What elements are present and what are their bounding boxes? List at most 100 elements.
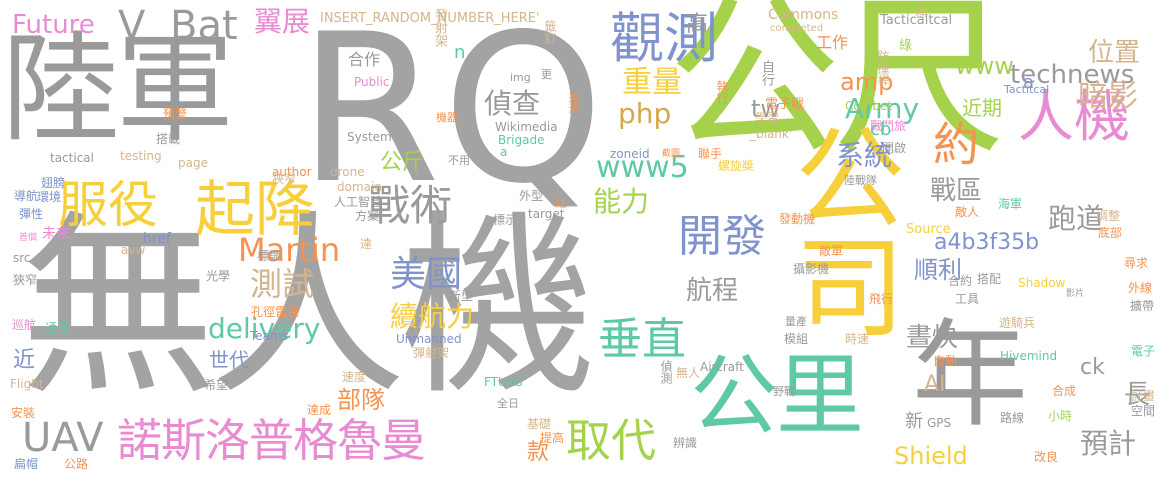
word-117: 外型 [519,189,544,203]
word-3: 無人機 [20,194,596,422]
word-30: Army [845,92,920,125]
word-55: tw [751,95,781,123]
word-140: 提高 [540,431,565,445]
word-165: 彈性 [19,207,44,221]
word-125: 合約 [948,274,973,288]
word-29: amp [840,68,894,96]
word-48: 預計 [1080,427,1137,460]
word-114: drone [330,165,365,179]
word-146: Unmanned [396,332,462,346]
word-103: GPS [927,416,952,430]
word-87: 敵人 [955,205,980,219]
word-92: 擴帶 [1130,299,1155,313]
word-83: 陸戰隊 [844,174,877,187]
word-75: 學習 [755,111,780,125]
word-21: 續航力 [390,300,475,333]
word-84: 截圖 [662,149,681,159]
word-31: 重量 [622,65,682,100]
word-133: 自動 [933,354,958,368]
word-163: 首個 [19,233,38,243]
word-5: 公里 [690,344,864,447]
word-12: 取代 [566,414,657,467]
word-58: 近期 [962,96,1002,120]
word-116: 人工智慧 [334,195,383,209]
word-38: www [955,52,1014,80]
word-34: 公斤 [380,150,425,175]
word-69: 籤訂 [543,20,557,44]
word-86: 海軍 [998,197,1023,211]
word-16: Martin [238,231,341,269]
word-78: 戰鬥旅 [870,119,907,133]
word-120: 標示 [493,213,518,227]
word-105: 更 [541,68,552,81]
word-7: 諾斯洛普格魯曼 [117,414,426,467]
word-170: testing [120,149,162,163]
word-25: V [118,3,146,49]
word-17: 美國 [390,254,463,295]
word-20: delivery [208,312,321,345]
word-151: 光學 [206,269,231,283]
word-49: 長 [1124,380,1151,410]
word-161: avw [121,243,146,257]
word-127: 工具 [955,292,980,306]
word-39: 能力 [593,185,650,218]
word-13: 垂直 [598,314,686,365]
word-14: 人機 [1018,85,1130,150]
word-28: technews [1010,60,1135,90]
word-138: 全日 [497,397,519,410]
word-9: 觀測 [610,7,718,70]
word-155: 扁帽 [14,457,39,471]
word-80: zoneid [610,147,650,161]
word-124: 攝影機 [793,262,830,276]
word-8: 起降 [195,175,315,245]
word-73: 防撞桿 [876,50,890,86]
word-61: 合作 [348,50,381,69]
word-164: 未來 [42,226,70,242]
word-157: 通過 [45,321,70,335]
word-67: completed [770,23,824,34]
word-44: 順利 [914,256,962,284]
word-158: 巡航 [12,318,37,332]
word-66: Tacticaltcal [880,13,953,28]
word-76: _blank' [750,127,793,141]
word-132: 時速 [845,332,870,346]
word-113: author [272,165,312,179]
word-110: Brigade [498,133,545,147]
word-148: Teams [250,329,288,343]
word-94: Hivemind [1000,349,1058,363]
word-144: FTUAS [484,375,523,389]
word-46: AI [924,372,946,397]
word-74: 電子戰 [765,97,805,112]
word-129: 遊騎兵 [999,316,1036,330]
word-137: 偵測 [659,360,673,384]
word-51: 款 [527,440,550,465]
word-93: 電子 [1131,344,1156,358]
word-135: Aircraft [700,360,744,374]
word-33: php [618,97,672,130]
word-143: 速度 [342,370,367,384]
word-1: RQ [298,0,606,229]
word-100: 合成 [1052,384,1077,398]
word-2: 公尺 [668,0,1006,178]
word-45: 晝快 [906,323,959,353]
word-90: 尋求 [1124,256,1149,270]
word-171: page [178,156,208,170]
word-150: 新型 [449,289,474,303]
word-172: 搭載 [156,132,181,146]
word-173: 預警 [163,107,188,121]
word-15: 戰術 [368,181,453,230]
word-109: Wikimedia [495,120,558,134]
word-145: 彈射架 [413,346,450,360]
word-131: 模組 [784,332,809,346]
word-64: INSERT_RANDOM_NUMBER_HERE' [320,11,540,26]
word-65: Commons [768,7,839,23]
word-59: a [1023,72,1035,93]
word-141: 辨識 [673,436,698,450]
word-53: 世代 [209,348,249,372]
word-89: 底部 [1098,226,1123,240]
word-118: 紅 [555,196,568,210]
word-81: 聯手 [698,147,723,161]
word-23: www5 [596,150,689,185]
word-11: 開發 [678,211,766,262]
